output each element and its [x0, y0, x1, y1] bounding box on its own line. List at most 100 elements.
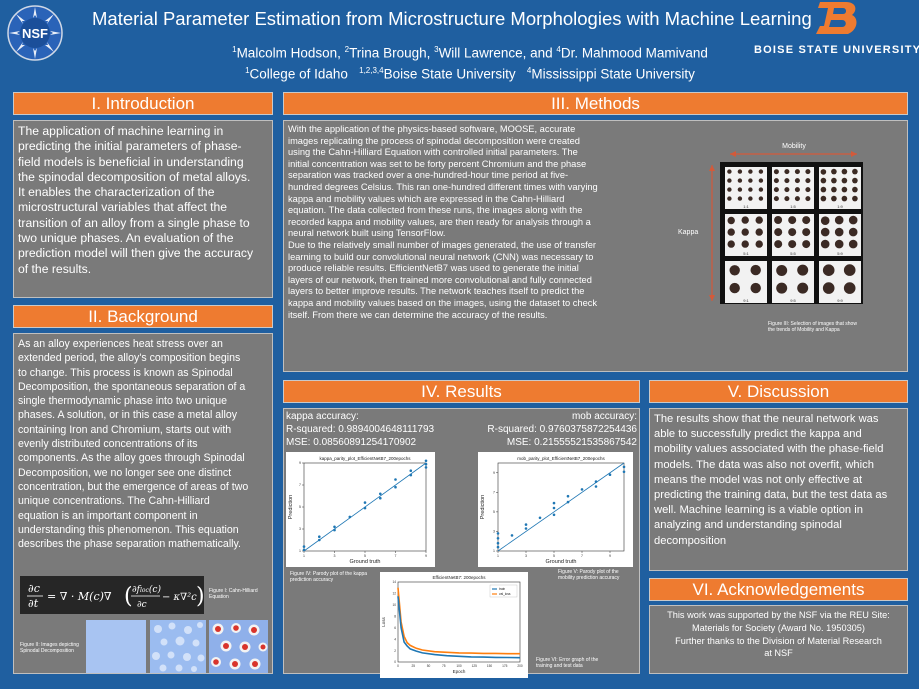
- particle: [852, 168, 858, 175]
- particle: [797, 282, 809, 294]
- x-tick-label: 0: [397, 664, 399, 668]
- data-point: [510, 534, 514, 537]
- particle: [805, 187, 811, 193]
- particle: [794, 196, 800, 202]
- particle: [729, 265, 740, 276]
- background-line: understanding this phenomenon. This equa…: [18, 523, 239, 536]
- series-line-val-loss: [397, 587, 520, 655]
- author-name: Trina Brough,: [349, 45, 435, 61]
- particle: [737, 196, 743, 201]
- methods-text: With the application of the physics-base…: [284, 121, 716, 324]
- methods-line: learning to build our convolutional neur…: [288, 251, 594, 262]
- x-tick-label: 9: [609, 554, 611, 558]
- grid-cell-label: 5:5: [790, 251, 796, 256]
- data-point: [379, 492, 382, 496]
- data-point: [333, 528, 336, 532]
- particle: [805, 178, 811, 184]
- background-line: As an alloy experiences heat stress over…: [18, 338, 223, 350]
- data-point: [394, 478, 397, 481]
- particle: [755, 240, 763, 248]
- particle: [750, 264, 761, 276]
- data-point: [348, 515, 352, 519]
- y-tick-label: 12: [392, 592, 396, 596]
- background-text: As an alloy experiences heat stress over…: [14, 334, 272, 554]
- y-tick-label: 10: [392, 603, 396, 607]
- x-axis-label: Ground truth: [350, 559, 381, 565]
- x-tick-label: 75: [442, 664, 446, 668]
- intro-line: two unique phases. An evaluation of the: [18, 231, 234, 246]
- y-tick-label: 1: [299, 549, 301, 553]
- plot-title: kappa_parity_plot_EfficientNetB7_200epoc…: [320, 456, 412, 461]
- intro-line: transition of an alloy from a single pha…: [18, 215, 250, 230]
- y-tick-label: 3: [493, 530, 495, 534]
- mobility-label: Mobility: [782, 143, 806, 150]
- author-sup: 3: [434, 45, 439, 54]
- background-line: concentration, but the emergence of area…: [18, 480, 249, 493]
- particle: [805, 196, 811, 202]
- particle: [727, 228, 735, 236]
- background-line: unique concentrations. The Cahn-Hilliard: [18, 495, 210, 508]
- figure-1-caption: Figure I: Cahn-Hilliard Equation: [209, 588, 258, 600]
- mob-parity-plot: mob_parity_plot_EfficientNetB7_200epochs…: [478, 452, 633, 567]
- mob-r-squared: R-squared: 0.9760375872254436: [487, 424, 637, 435]
- data-point: [424, 462, 428, 466]
- kappa-label: Kappa: [678, 229, 699, 236]
- particle: [820, 169, 827, 175]
- ack-line: Further thanks to the Division of Materi…: [675, 635, 882, 646]
- particle: [848, 239, 858, 249]
- x-tick-label: 200: [517, 664, 523, 668]
- particle: [841, 177, 848, 184]
- methods-line: Due to the relatively small number of im…: [288, 239, 596, 250]
- particle: [794, 169, 800, 175]
- boise-state-b-logo: [812, 0, 860, 38]
- particle: [822, 282, 835, 294]
- data-point: [524, 523, 528, 526]
- x-tick-label: 5: [364, 554, 366, 558]
- kappa-mse: MSE: 0.08560891254170902: [286, 437, 417, 448]
- particle: [784, 178, 790, 184]
- particle: [758, 187, 764, 192]
- particle: [831, 186, 837, 193]
- intro-line: field models is beneficial in understand…: [18, 154, 244, 169]
- ack-line: at NSF: [764, 648, 793, 659]
- x-tick-label: 150: [487, 664, 493, 668]
- particle: [843, 282, 856, 294]
- particle: [774, 240, 783, 249]
- grid-cell-label: 5:1: [743, 251, 749, 256]
- particle: [820, 195, 827, 202]
- cahn-hilliard-equation: ∂c ∂t = ∇ · M(c)∇ ( ∂floc(c) ∂c − κ∇²c ): [20, 576, 205, 614]
- discussion-line: able to successfully predict the kappa a…: [654, 428, 862, 441]
- methods-line: using the Cahn-Hilliard Equation with co…: [288, 147, 578, 158]
- particle: [834, 215, 844, 225]
- discussion-line: well. Machine learning is a viable optio…: [654, 504, 863, 517]
- background-line: components. As the alloy goes through Sp…: [18, 452, 245, 465]
- particle: [802, 240, 811, 249]
- grid-cell-label: 9:5: [790, 298, 796, 303]
- particle: [741, 228, 749, 236]
- svg-text:∂floc(c): ∂floc(c): [132, 584, 161, 595]
- author-name: Will Lawrence, and: [438, 45, 557, 61]
- methods-line: initial concentration was set to be fort…: [288, 158, 587, 169]
- x-tick-label: 3: [334, 554, 336, 558]
- affiliation-name: College of Idaho: [249, 66, 360, 81]
- particle: [794, 178, 800, 184]
- particle: [820, 239, 830, 249]
- particle: [802, 216, 811, 225]
- affiliation-sup: 1,2,3,4: [359, 65, 384, 75]
- particle: [727, 216, 735, 225]
- data-point: [363, 506, 367, 510]
- methods-line: hundred degrees Celsius. This ran one-hu…: [288, 181, 598, 192]
- grid-cell-label: 1:5: [790, 204, 796, 209]
- ack-line: Materials for Society (Award No. 1950305…: [692, 622, 865, 633]
- author-sup: 2: [344, 45, 350, 54]
- y-tick-label: 9: [299, 461, 301, 465]
- particle: [773, 169, 779, 175]
- affiliation-name: Mississippi State University: [531, 66, 695, 81]
- particle: [841, 195, 848, 202]
- intro-line: the spinodal decomposition of metal allo…: [18, 169, 251, 184]
- particle: [750, 282, 761, 294]
- particle: [820, 186, 827, 193]
- y-tick-label: 7: [299, 483, 301, 487]
- background-line: single thermodynamic phase into two uniq…: [18, 395, 228, 408]
- poster-title: Material Parameter Estimation from Micro…: [92, 8, 812, 29]
